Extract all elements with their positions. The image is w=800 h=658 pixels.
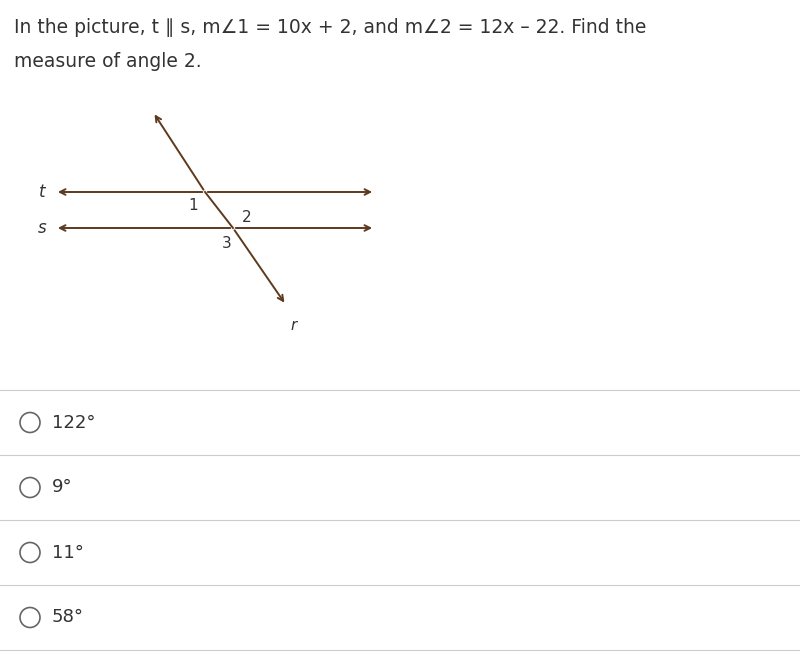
Text: 11°: 11° bbox=[52, 544, 84, 561]
Text: s: s bbox=[38, 219, 46, 237]
Text: r: r bbox=[291, 318, 297, 333]
Text: In the picture, t ∥ s, m∠1 = 10x + 2, and m∠2 = 12x – 22. Find the: In the picture, t ∥ s, m∠1 = 10x + 2, an… bbox=[14, 18, 646, 37]
Text: 122°: 122° bbox=[52, 413, 95, 432]
Text: 2: 2 bbox=[242, 211, 252, 226]
Text: t: t bbox=[38, 183, 46, 201]
Text: measure of angle 2.: measure of angle 2. bbox=[14, 52, 202, 71]
Text: 1: 1 bbox=[188, 199, 198, 213]
Text: 9°: 9° bbox=[52, 478, 73, 497]
Text: 58°: 58° bbox=[52, 609, 84, 626]
Text: 3: 3 bbox=[222, 236, 232, 251]
